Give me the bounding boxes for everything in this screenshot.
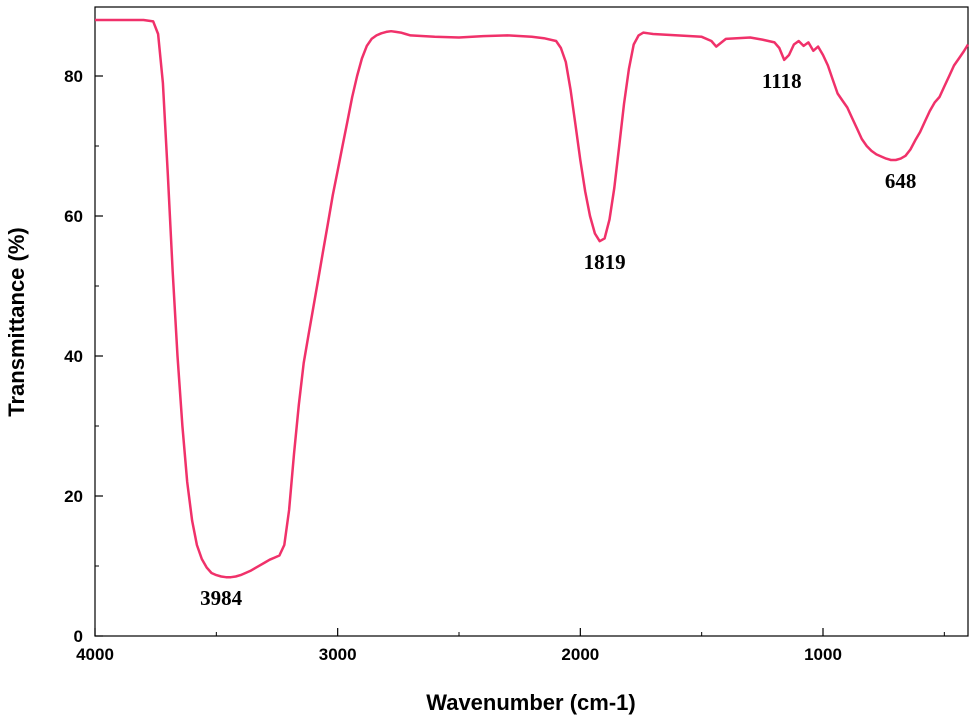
y-axis-title: Transmittance (%)	[4, 227, 29, 417]
tick-label-group: 4000 3000 2000 1000 0 20 40 60 80	[64, 67, 842, 664]
x-tick-label-3000: 3000	[319, 645, 357, 664]
x-tick-label-2000: 2000	[561, 645, 599, 664]
y-tick-label-40: 40	[64, 347, 83, 366]
plot-frame	[94, 6, 969, 637]
y-tick-label-60: 60	[64, 207, 83, 226]
peak-annotation-group: 3984 1819 1118 648	[200, 69, 916, 610]
tick-group	[94, 75, 945, 637]
peak-label-648: 648	[885, 169, 917, 193]
x-axis-title: Wavenumber (cm-1)	[426, 690, 635, 715]
series-line	[95, 18, 970, 579]
y-tick-label-80: 80	[64, 67, 83, 86]
peak-label-3984: 3984	[200, 586, 243, 610]
peak-label-1118: 1118	[762, 69, 802, 93]
y-tick-label-0: 0	[74, 627, 83, 646]
y-tick-label-20: 20	[64, 487, 83, 506]
peak-label-1819: 1819	[584, 250, 626, 274]
x-tick-label-1000: 1000	[804, 645, 842, 664]
x-tick-label-4000: 4000	[76, 645, 114, 664]
